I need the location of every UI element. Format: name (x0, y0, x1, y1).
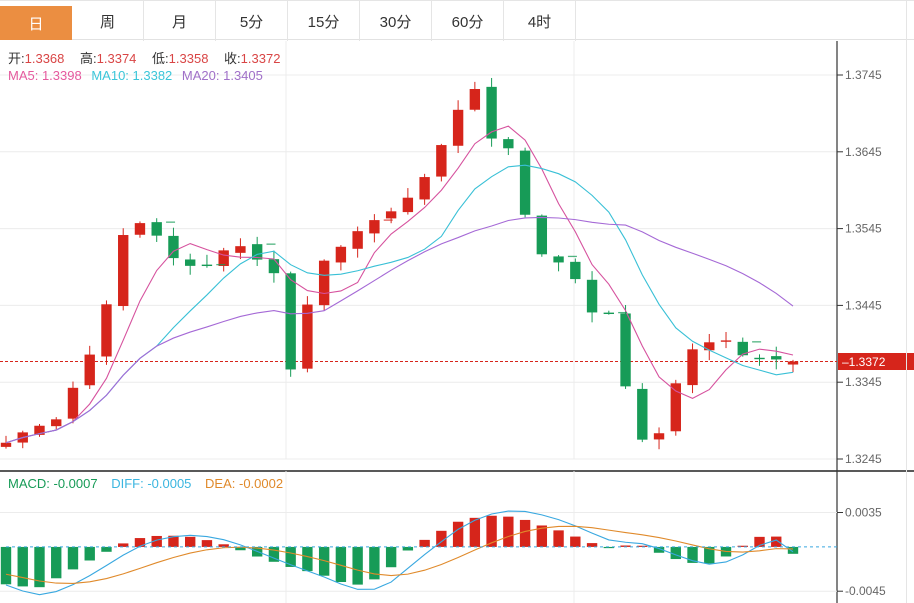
svg-text:1.3645: 1.3645 (845, 145, 882, 159)
svg-text:1.3245: 1.3245 (845, 452, 882, 466)
svg-text:1.3545: 1.3545 (845, 222, 882, 236)
svg-text:-0.0045: -0.0045 (845, 584, 886, 598)
svg-text:1.3345: 1.3345 (845, 375, 882, 389)
svg-text:0.0035: 0.0035 (845, 506, 882, 520)
svg-text:1.3445: 1.3445 (845, 298, 882, 312)
